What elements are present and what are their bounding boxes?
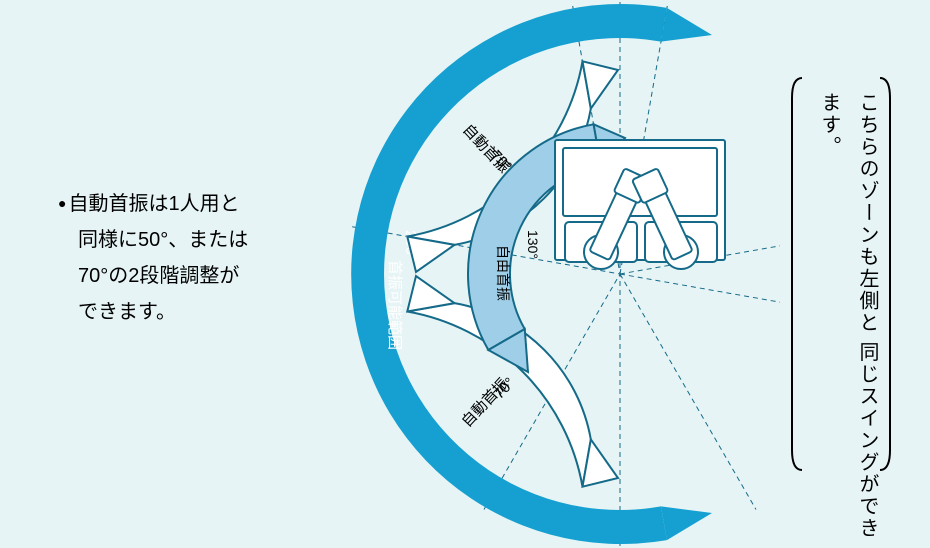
outer-arc-label: 首振可能範囲 (386, 260, 404, 350)
middle-arc-angle: 130° (525, 230, 541, 259)
left-description: ●自動首振は1人用と 同様に50°、または 70°の2段階調整が できます。 (58, 186, 318, 330)
outer-arc-arrowhead-bottom (661, 506, 712, 540)
left-line-2: 同様に50°、または (78, 229, 248, 251)
left-line-4: できます。 (78, 301, 176, 323)
device (555, 140, 725, 269)
left-line-1: 自動首振は1人用と (68, 193, 239, 215)
middle-arc-label: 自由首振 (495, 245, 511, 301)
outer-arc-arrowhead-top (661, 8, 712, 42)
right-line-1: こちらのゾーンも左側と (856, 92, 878, 334)
right-note: こちらのゾーンも左側と 同じスイングができます。 (810, 92, 886, 548)
left-line-3: 70°の2段階調整が (78, 265, 239, 287)
guide-lines (352, 2, 780, 546)
